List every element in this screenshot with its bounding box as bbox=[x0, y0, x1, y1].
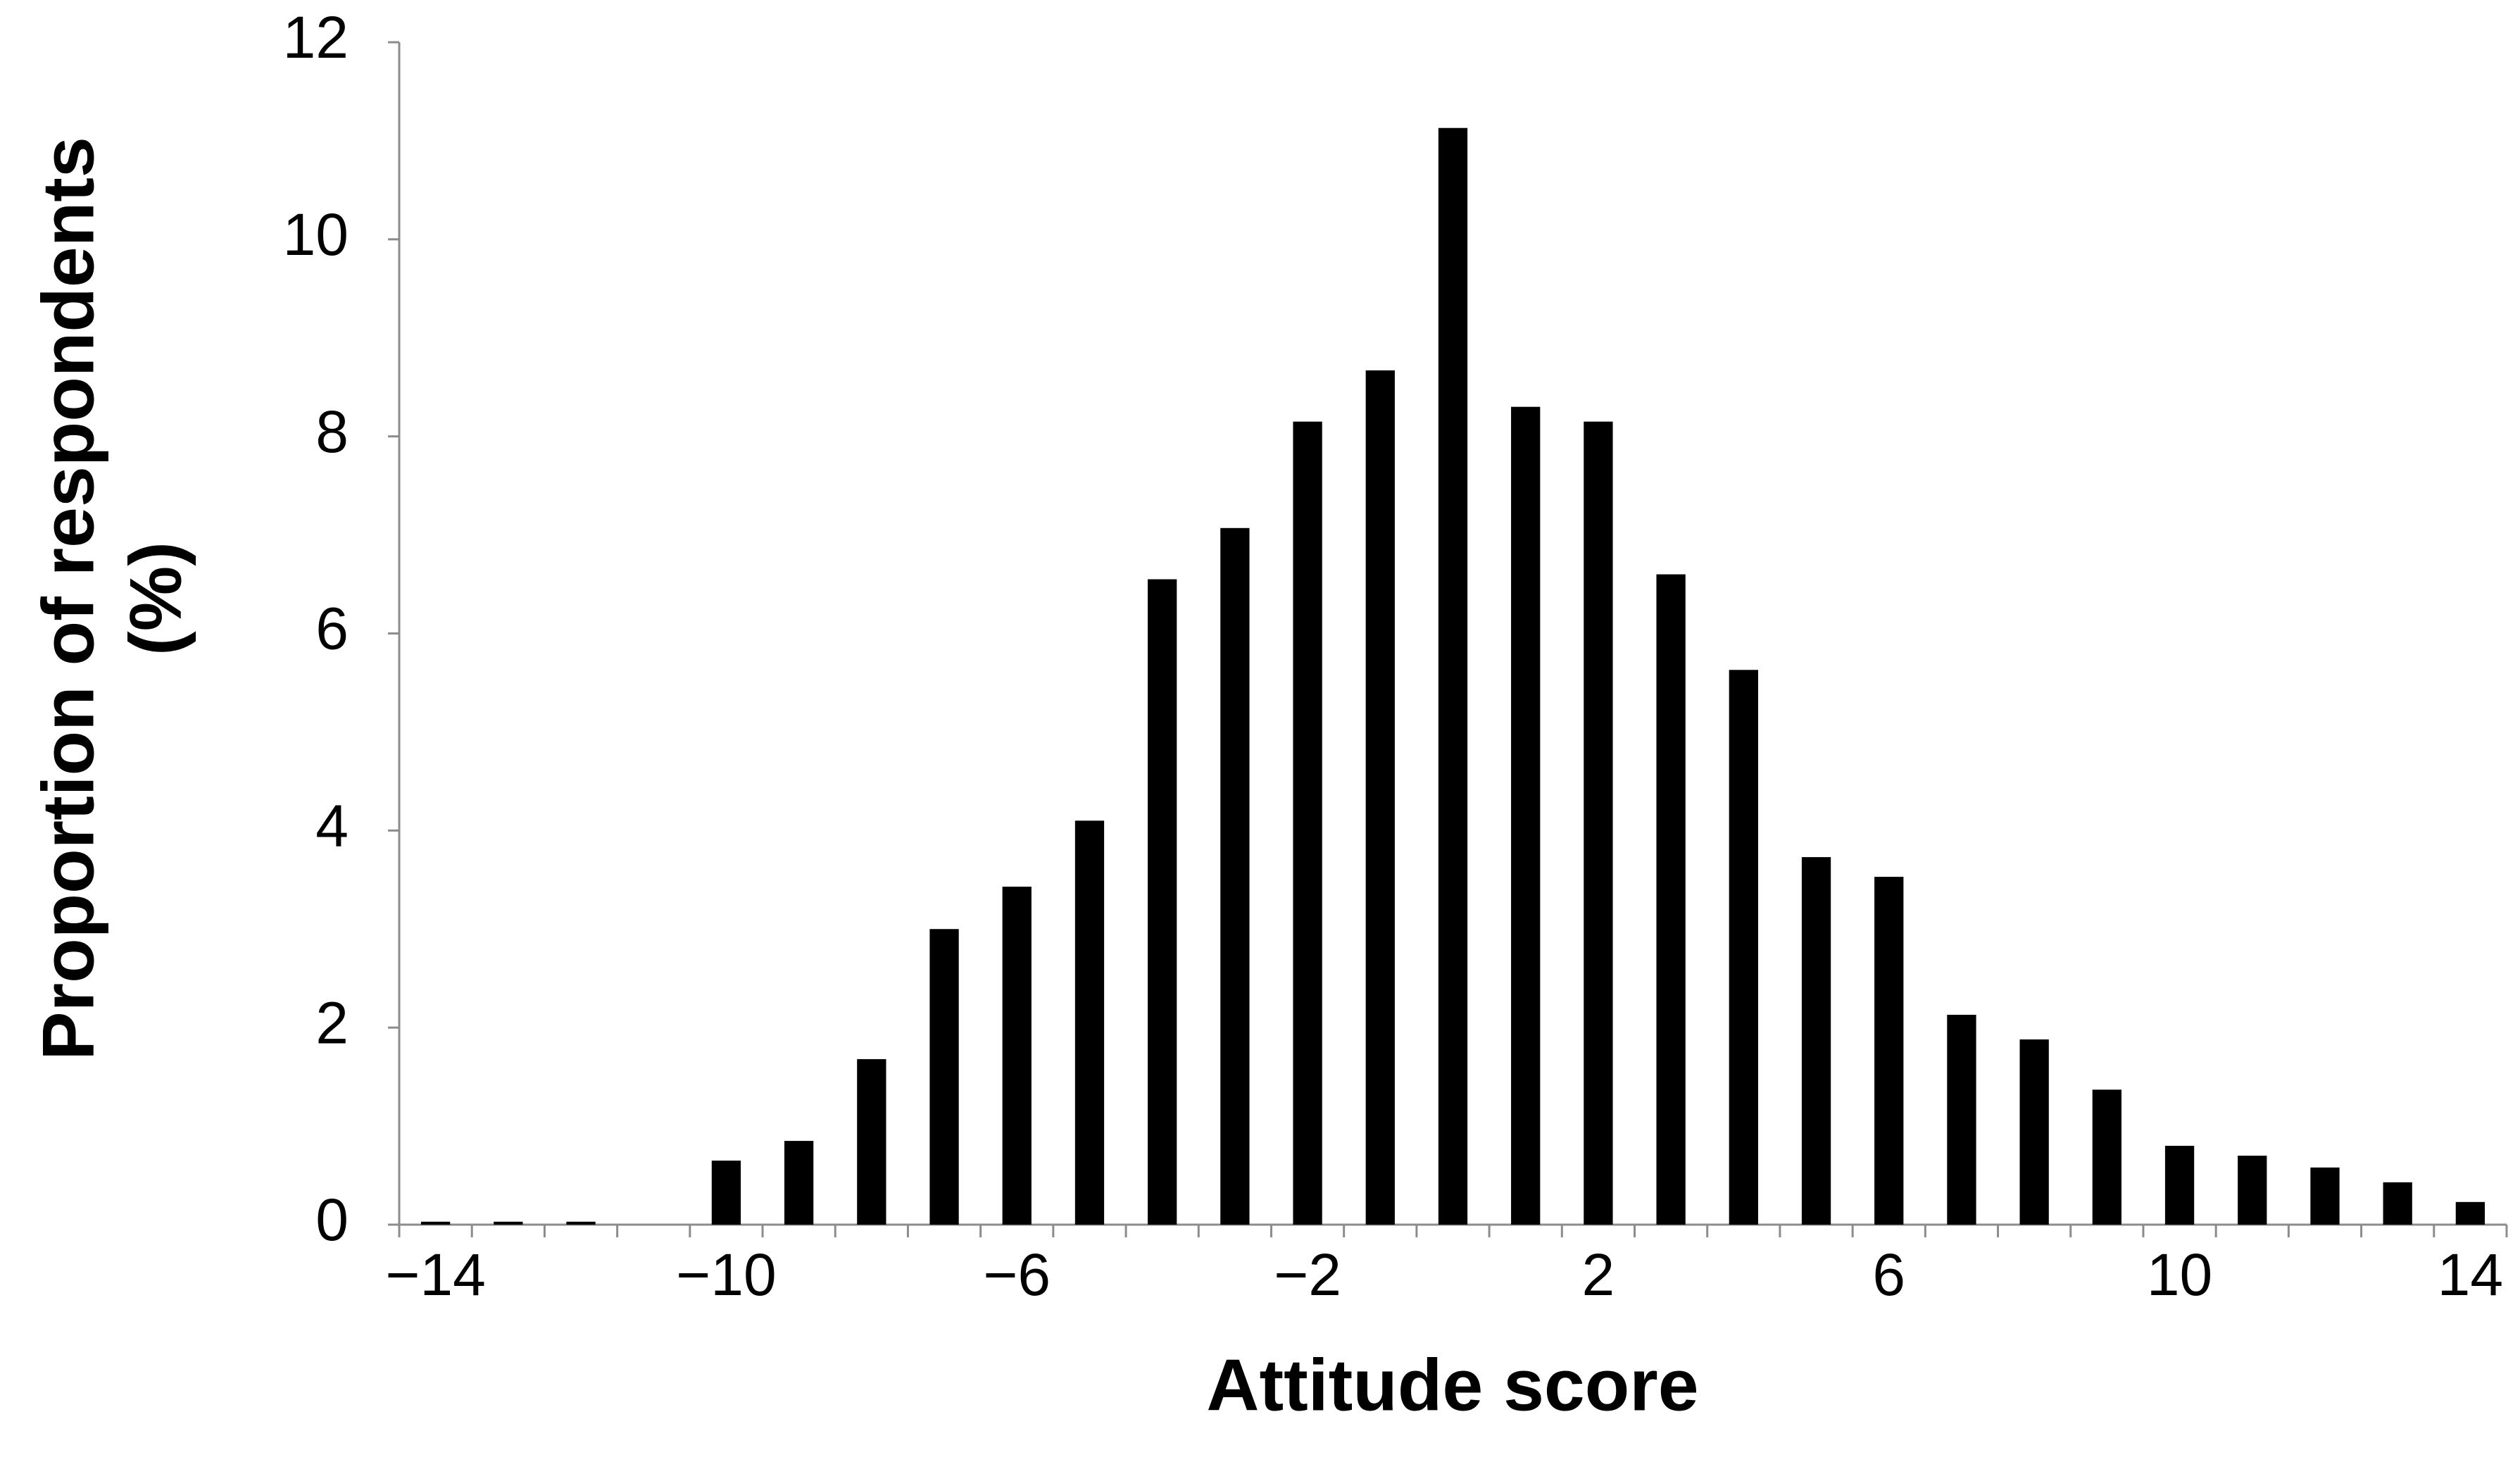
bar bbox=[857, 1058, 886, 1225]
x-tick-label: 6 bbox=[1872, 1242, 1905, 1308]
x-tick-label: −6 bbox=[983, 1242, 1051, 1308]
bar bbox=[1074, 820, 1105, 1225]
x-tick-label: −14 bbox=[385, 1242, 486, 1308]
bar bbox=[1584, 421, 1613, 1225]
bar bbox=[566, 1221, 596, 1225]
bar bbox=[1801, 857, 1831, 1225]
bar bbox=[2310, 1167, 2340, 1225]
bar bbox=[494, 1221, 523, 1225]
bar bbox=[2238, 1156, 2267, 1225]
bar bbox=[1729, 670, 1758, 1225]
bar bbox=[1511, 406, 1541, 1225]
y-tick-label: 0 bbox=[315, 1187, 349, 1253]
bar bbox=[1220, 527, 1250, 1225]
bar bbox=[1293, 421, 1322, 1225]
x-tick-label: −10 bbox=[676, 1242, 777, 1308]
bar bbox=[2455, 1201, 2485, 1225]
y-tick-label: 2 bbox=[315, 989, 349, 1056]
bar bbox=[2019, 1039, 2049, 1225]
bar bbox=[1148, 579, 1177, 1225]
y-axis-title-line: Proportion of respondents bbox=[27, 137, 109, 1061]
bar bbox=[1438, 127, 1468, 1225]
bar bbox=[1947, 1014, 1976, 1225]
bar bbox=[1365, 370, 1395, 1225]
y-axis-title: Proportion of respondents (%) bbox=[27, 137, 196, 1061]
x-tick-label: 10 bbox=[2147, 1242, 2212, 1308]
y-tick-label: 4 bbox=[315, 793, 349, 859]
y-axis-title-line: (%) bbox=[115, 542, 196, 656]
bar bbox=[2164, 1146, 2195, 1225]
x-tick-label: 14 bbox=[2438, 1242, 2503, 1308]
bar bbox=[2383, 1182, 2412, 1225]
bar bbox=[2092, 1089, 2122, 1225]
bar bbox=[1874, 877, 1904, 1225]
bar bbox=[929, 929, 959, 1225]
y-tick-label: 8 bbox=[315, 399, 349, 465]
x-tick-label: 2 bbox=[1582, 1242, 1615, 1308]
bar bbox=[1002, 887, 1032, 1225]
bar bbox=[420, 1221, 451, 1225]
y-tick-label: 6 bbox=[315, 596, 349, 662]
bar bbox=[784, 1141, 814, 1225]
bar bbox=[1656, 574, 1686, 1225]
y-tick-label: 12 bbox=[283, 4, 349, 70]
x-axis-title: Attitude score bbox=[1206, 1344, 1698, 1426]
bar bbox=[711, 1161, 741, 1225]
x-tick-label: −2 bbox=[1274, 1242, 1341, 1308]
y-tick-label: 10 bbox=[283, 201, 349, 268]
